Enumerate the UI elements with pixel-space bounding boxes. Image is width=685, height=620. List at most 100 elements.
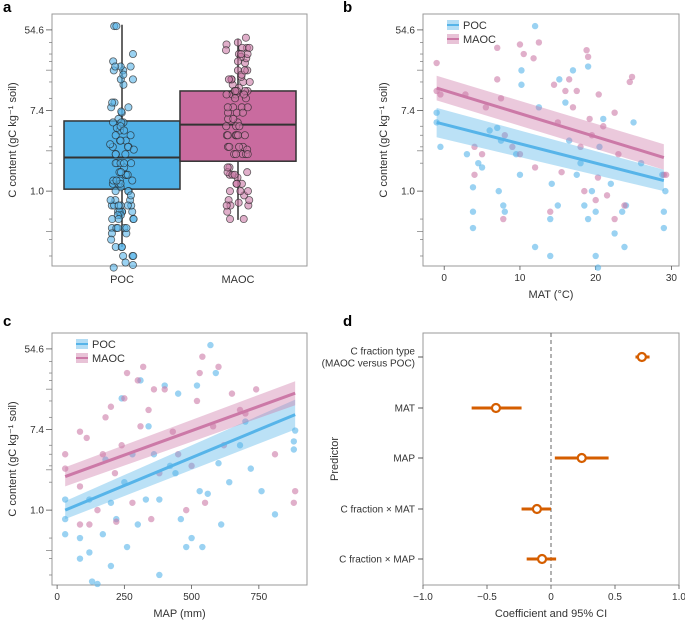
data-point xyxy=(150,451,158,458)
data-point xyxy=(234,131,243,140)
panel-c-legend: POC MAOC xyxy=(76,339,125,365)
data-point xyxy=(626,78,633,86)
data-point xyxy=(569,67,577,74)
data-point xyxy=(106,196,115,205)
data-point xyxy=(222,122,231,131)
data-point xyxy=(76,483,84,490)
regression-line xyxy=(64,413,296,512)
data-point xyxy=(174,390,182,397)
data-point xyxy=(547,208,554,215)
data-point xyxy=(569,104,577,111)
data-point xyxy=(123,201,132,210)
estimate-point xyxy=(636,351,647,363)
data-point xyxy=(94,580,101,588)
data-point xyxy=(611,215,618,223)
x-category-label: MAOC xyxy=(222,274,255,286)
data-point xyxy=(240,131,249,140)
data-point xyxy=(199,543,206,551)
x-tick-label: −0.5 xyxy=(477,592,497,603)
data-point xyxy=(114,201,123,210)
data-point xyxy=(233,57,242,66)
x-tick-label: 250 xyxy=(116,592,133,603)
regression-line xyxy=(436,120,665,182)
predictor-label: C fraction × MAT xyxy=(340,505,415,516)
data-point xyxy=(236,442,244,449)
data-point xyxy=(61,465,69,472)
data-point xyxy=(231,86,240,95)
data-point xyxy=(516,150,524,158)
data-point xyxy=(222,46,231,55)
predictor-label: MAP xyxy=(393,454,415,465)
data-point xyxy=(224,75,233,84)
data-point xyxy=(240,66,249,75)
data-point xyxy=(433,59,440,67)
data-point xyxy=(494,76,501,83)
data-point xyxy=(123,170,132,179)
data-point xyxy=(516,41,524,48)
panel-label-d: d xyxy=(343,313,352,330)
data-point xyxy=(116,168,125,177)
data-point xyxy=(592,196,599,204)
data-point xyxy=(230,170,239,179)
data-point xyxy=(228,390,236,397)
data-point xyxy=(199,353,206,360)
data-point xyxy=(121,258,130,267)
y-tick-label: 7.4 xyxy=(401,106,415,117)
predictor-label: (MAOC versus POC) xyxy=(322,359,415,370)
estimate-point xyxy=(490,402,502,414)
data-point xyxy=(584,215,592,223)
y-axis-label: C content (gC kg⁻¹ soil) xyxy=(7,401,19,516)
data-point xyxy=(225,187,234,196)
data-point xyxy=(123,543,131,551)
data-point xyxy=(238,108,247,117)
data-point xyxy=(573,171,580,178)
panel-label-b: b xyxy=(343,0,352,16)
x-category-label: POC xyxy=(110,274,134,286)
y-tick-label: 54.6 xyxy=(25,25,45,36)
data-point xyxy=(600,123,607,130)
x-tick-label: 10 xyxy=(514,273,526,284)
data-point xyxy=(121,395,128,402)
data-point xyxy=(169,428,176,435)
data-point xyxy=(520,50,527,58)
data-point xyxy=(231,150,240,159)
data-point xyxy=(128,75,137,84)
data-point xyxy=(245,77,254,86)
data-point xyxy=(106,140,115,149)
y-axis-label: C content (gC kg⁻¹ soil) xyxy=(7,82,19,197)
data-point xyxy=(76,555,84,562)
data-point xyxy=(581,187,588,195)
data-point xyxy=(516,171,524,178)
jitter-points xyxy=(222,33,254,224)
data-point xyxy=(628,73,636,81)
legend-label: MAOC xyxy=(92,353,125,365)
data-point xyxy=(215,460,222,467)
regression-line xyxy=(64,391,296,478)
data-point xyxy=(478,150,486,158)
x-tick-label: −1.0 xyxy=(413,592,433,603)
panel-b-series-poc xyxy=(433,22,669,271)
data-point xyxy=(107,235,116,244)
data-point xyxy=(111,187,120,196)
panel-c-series-poc xyxy=(61,341,299,588)
data-point xyxy=(223,131,232,140)
data-point xyxy=(531,164,539,171)
predictor-row: MAT xyxy=(395,402,522,415)
x-axis-label: MAP (mm) xyxy=(153,608,205,620)
data-point xyxy=(235,122,244,131)
data-point xyxy=(117,242,126,251)
data-point xyxy=(500,202,507,209)
data-point xyxy=(243,103,252,112)
data-point xyxy=(518,67,525,74)
data-point xyxy=(119,70,128,79)
panel-a-y-axis: 1.0 7.4 54.6 C content (gC kg⁻¹ soil) xyxy=(7,25,52,257)
data-point xyxy=(112,176,121,185)
data-point xyxy=(500,215,507,223)
data-point xyxy=(223,103,232,112)
data-point xyxy=(594,174,602,181)
data-point xyxy=(83,434,90,442)
data-point xyxy=(495,187,502,195)
legend-label: MAOC xyxy=(463,34,496,46)
data-point xyxy=(583,46,590,54)
data-point xyxy=(463,150,471,158)
